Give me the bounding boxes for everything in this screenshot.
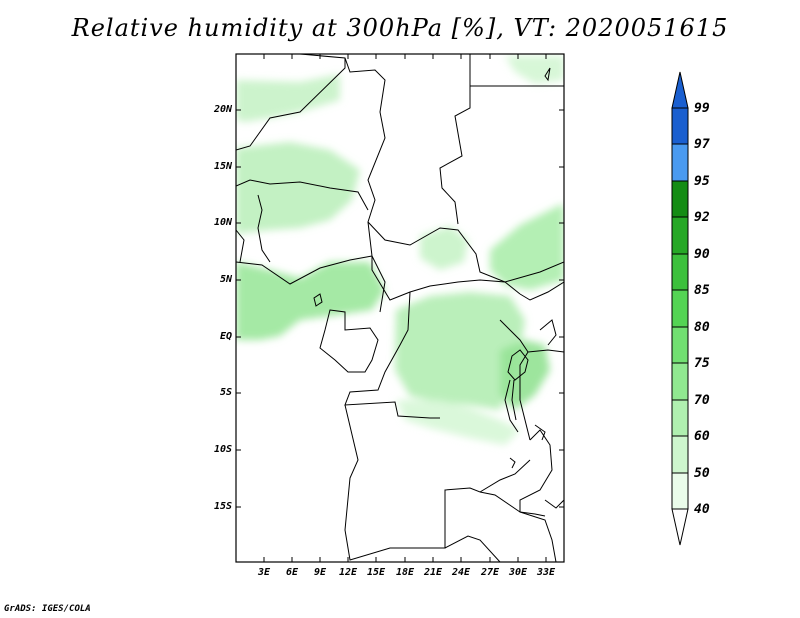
lat-label-5n: 5N [219, 274, 232, 285]
lon-label-33e: 33E [536, 567, 556, 578]
lon-label-21e: 21E [423, 567, 443, 578]
colorbar-top-arrow [671, 71, 689, 109]
humidity-congo-basin [395, 292, 525, 410]
humidity-south-patch [396, 400, 520, 445]
lat-label-10n: 10N [213, 217, 232, 228]
lon-label-9e: 9E [313, 567, 327, 578]
colorbar-segment-40-50 [671, 472, 689, 510]
colorbar-segment-50-60 [671, 435, 689, 474]
humidity-guinea-coast [236, 262, 385, 340]
colorbar-segment-60-70 [671, 399, 689, 437]
colorbar-label-95: 95 [694, 174, 710, 189]
colorbar [671, 71, 689, 546]
lat-label-20n: 20N [213, 104, 232, 115]
colorbar-segment-97-99 [671, 107, 689, 145]
lon-label-3e: 3E [257, 567, 271, 578]
lat-label-15n: 15N [213, 161, 232, 172]
colorbar-label-80: 80 [694, 320, 710, 335]
colorbar-segment-80-85 [671, 289, 689, 328]
lat-label-15s: 15S [213, 501, 232, 512]
map-frame [235, 53, 565, 563]
colorbar-label-60: 60 [694, 429, 710, 444]
lon-label-30e: 30E [508, 567, 528, 578]
colorbar-label-99: 99 [694, 101, 710, 116]
colorbar-segment-85-90 [671, 253, 689, 291]
colorbar-segment-90-92 [671, 216, 689, 255]
humidity-north-region [236, 74, 340, 122]
colorbar-bottom-arrow [671, 508, 689, 546]
lat-label-eq: EQ [219, 331, 232, 342]
colorbar-segment-95-97 [671, 143, 689, 182]
grads-credit: GrADS: IGES/COLA [4, 604, 91, 614]
colorbar-label-75: 75 [694, 356, 710, 371]
humidity-central-patch [420, 226, 468, 270]
colorbar-segment-75-80 [671, 326, 689, 364]
humidity-field [236, 56, 564, 445]
colorbar-label-85: 85 [694, 283, 710, 298]
colorbar-label-70: 70 [694, 393, 710, 408]
lon-label-6e: 6E [285, 567, 299, 578]
map-title: Relative humidity at 300hPa [%], VT: 202… [71, 14, 729, 42]
humidity-east-region [490, 205, 564, 290]
colorbar-label-97: 97 [694, 137, 710, 152]
lat-label-5s: 5S [219, 387, 232, 398]
lat-label-10s: 10S [213, 444, 232, 455]
axis-ticks [236, 54, 564, 562]
colorbar-segment-70-75 [671, 362, 689, 401]
lon-label-15e: 15E [366, 567, 386, 578]
lon-label-12e: 12E [338, 567, 358, 578]
lon-label-24e: 24E [451, 567, 471, 578]
colorbar-label-92: 92 [694, 210, 710, 225]
lon-label-18e: 18E [395, 567, 415, 578]
humidity-sahel-band [236, 142, 360, 234]
colorbar-label-90: 90 [694, 247, 710, 262]
colorbar-segment-92-95 [671, 180, 689, 218]
country-boundaries [236, 54, 564, 562]
colorbar-label-40: 40 [694, 502, 710, 517]
lon-label-27e: 27E [480, 567, 500, 578]
colorbar-label-50: 50 [694, 466, 710, 481]
humidity-northeast-patch [505, 56, 564, 84]
